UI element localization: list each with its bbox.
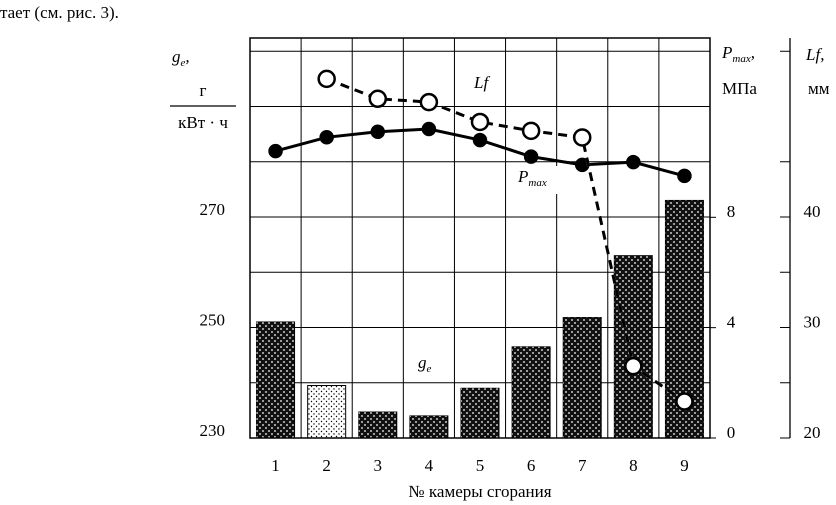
series-label: Pmax [517,167,547,189]
bar-texture [409,415,448,438]
marker [523,149,539,164]
y2-axis-title: Pmax, [721,43,755,65]
bar-texture [563,317,602,438]
y3-tick-label: 40 [804,202,821,221]
y3-tick-label: 20 [804,423,821,442]
x-tick-label: 6 [527,456,536,475]
y-tick-label: 250 [200,310,226,329]
plot-frame [249,37,711,439]
marker [521,121,541,141]
series-label: ge [418,353,432,375]
series-label: Lf [473,73,490,92]
marker [572,128,592,147]
page-text: тает (см. рис. 3). [0,3,119,22]
marker [677,168,692,184]
x-tick-label: 3 [374,456,383,475]
y3-axis-title: Lf, [805,45,824,64]
marker [675,392,694,411]
bar-texture [461,388,499,438]
marker [368,89,388,109]
y3-axis-unit: мм [808,79,830,98]
x-tick-label: 1 [271,456,280,475]
bar-texture [256,321,295,438]
marker [470,112,490,132]
y2-tick-label: 0 [727,423,736,442]
bar-texture [307,385,346,438]
marker [419,92,439,112]
y-tick-label: 270 [200,200,226,219]
y-axis-title: ge, [172,47,190,69]
x-tick-label: 9 [680,456,689,475]
marker [268,143,283,159]
x-tick-label: 2 [322,456,331,475]
y2-tick-label: 8 [727,202,736,221]
marker [370,124,386,140]
y2-axis-unit: МПа [722,79,757,98]
y-tick-label: 230 [200,421,226,440]
y-axis-unit: г [200,81,207,100]
marker [317,69,336,89]
x-tick-label: 8 [629,456,638,475]
x-tick-label: 7 [578,456,587,475]
bar-texture [512,346,551,438]
y-axis-unit: кВт · ч [178,113,228,132]
marker [624,356,643,376]
bar-texture [358,412,397,438]
y3-tick-label: 30 [804,312,821,331]
bar-texture [614,255,653,438]
marker [472,132,488,148]
marker [626,154,641,170]
label-bg [512,166,562,194]
y2-tick-label: 4 [727,313,736,332]
marker [319,130,334,145]
x-tick-label: 4 [425,456,434,475]
marker [421,121,437,137]
x-tick-label: 5 [476,456,485,475]
x-axis-title: № камеры сгорания [408,482,551,501]
